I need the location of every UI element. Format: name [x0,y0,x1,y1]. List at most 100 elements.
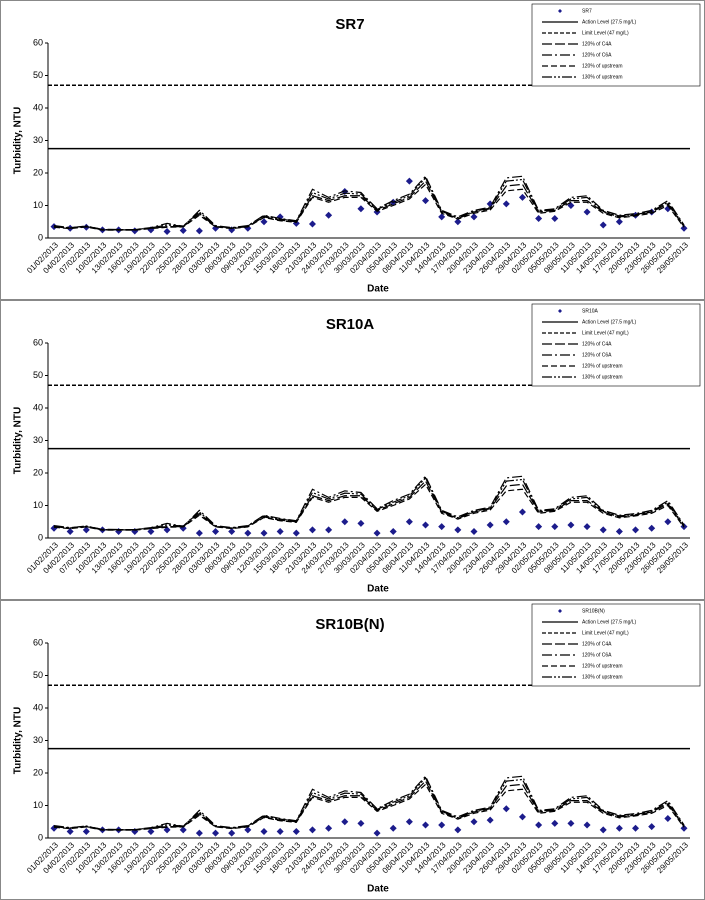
data-point [502,200,510,208]
data-point [66,528,74,535]
legend-label: 130% of upstream [582,374,623,380]
data-point [632,824,640,832]
data-point [341,518,349,526]
y-tick-label: 0 [38,532,43,542]
data-point [599,826,607,834]
data-point [615,218,623,226]
data-point [389,824,397,832]
data-point [179,826,187,834]
data-point [212,829,220,837]
legend-label: 120% of upstream [582,363,623,369]
legend-label: 120% of upstream [582,663,623,669]
data-point [615,528,623,535]
data-point [292,828,300,835]
y-tick-label: 10 [33,800,43,810]
data-point [535,821,543,829]
series-line [53,780,685,831]
data-point [195,227,203,235]
chart-panel: SR10B(N)Turbidity, NTUDate01020304050600… [0,600,705,900]
y-tick-label: 30 [33,735,43,745]
data-point [438,821,446,829]
data-point [276,528,284,535]
legend-marker [558,309,562,313]
data-point [648,524,656,532]
data-point [583,523,591,531]
data-point [228,829,236,837]
data-point [454,826,462,834]
y-axis-label: Turbidity, NTU [13,407,24,474]
data-point [357,519,365,527]
data-point [438,213,446,221]
data-point [551,523,559,531]
data-point [357,819,365,827]
data-point [357,205,365,213]
data-point [454,218,462,226]
y-tick-label: 40 [33,102,43,112]
data-point [228,528,236,535]
y-tick-label: 60 [33,337,43,347]
legend-label: 120% of upstream [582,63,623,69]
data-point [502,805,510,813]
data-point [422,197,430,205]
legend-label: 120% of C6A [582,352,612,358]
series-line [53,175,685,231]
y-tick-label: 30 [33,435,43,445]
x-axis-label: Date [367,284,389,295]
legend-label: 120% of C6A [582,652,612,658]
data-point [308,526,316,534]
data-point [438,523,446,531]
legend-label: 120% of C4A [582,341,612,347]
data-point [405,177,413,185]
chart-title: SR10B(N) [315,616,384,633]
legend-label: SR10B(N) [582,608,605,614]
data-point [567,819,575,827]
data-point [163,228,171,235]
y-tick-label: 20 [33,767,43,777]
data-point [454,526,462,534]
data-point [260,218,268,226]
data-point [163,526,171,534]
data-point [551,819,559,827]
data-point [260,828,268,835]
legend-label: Limit Level (47 mg/L) [582,330,629,336]
data-point [518,508,526,516]
data-point [292,529,300,537]
data-point [470,528,478,535]
y-tick-label: 50 [33,370,43,380]
data-point [583,821,591,829]
data-point [212,528,220,535]
data-point [567,521,575,529]
data-point [244,826,252,834]
chart-title: SR7 [335,16,364,33]
legend-label: Action Level (27.5 mg/L) [582,619,637,625]
data-point [373,529,381,537]
series-line [53,783,685,831]
data-point [325,211,333,219]
legend-label: 120% of C4A [582,641,612,647]
y-tick-label: 20 [33,167,43,177]
data-point [179,227,187,235]
legend-label: SR7 [582,8,592,14]
data-point [325,526,333,534]
data-point [632,526,640,534]
data-point [163,826,171,834]
data-point [66,828,74,835]
data-point [551,215,559,222]
data-point [131,227,139,235]
y-tick-label: 10 [33,500,43,510]
data-point [599,526,607,534]
data-point [308,826,316,834]
data-point [341,818,349,826]
legend-label: 130% of upstream [582,74,623,80]
series-line [53,776,685,831]
data-point [535,523,543,531]
y-axis-label: Turbidity, NTU [13,107,24,174]
legend-label: Action Level (27.5 mg/L) [582,19,637,25]
chart-title: SR10A [326,316,375,333]
y-tick-label: 60 [33,37,43,47]
data-point [680,224,688,232]
data-point [389,528,397,535]
